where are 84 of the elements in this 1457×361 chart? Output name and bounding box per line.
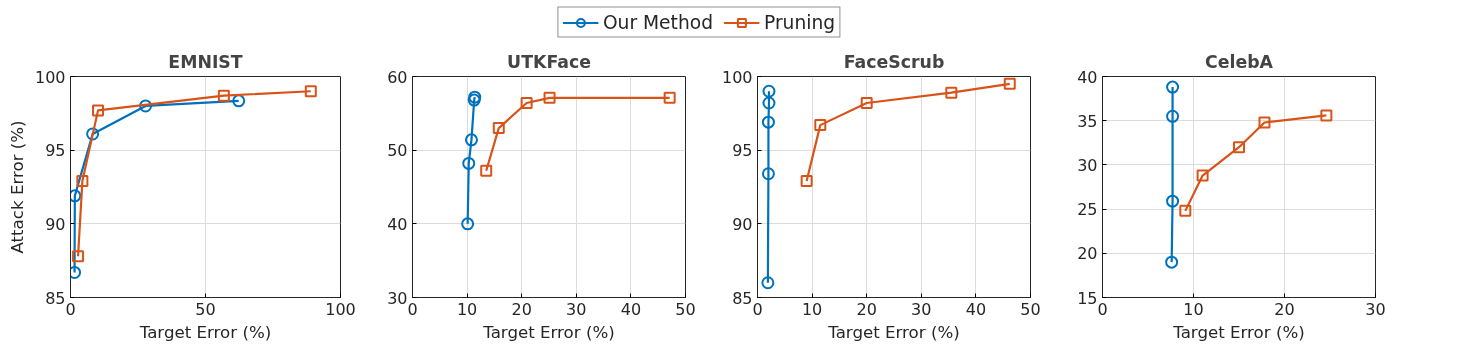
point bbox=[761, 115, 775, 129]
chart-title: FaceScrub bbox=[843, 51, 945, 72]
point bbox=[800, 175, 813, 188]
x-tick-label: 50 bbox=[675, 299, 696, 319]
point bbox=[1165, 255, 1179, 269]
y-tick-label: 95 bbox=[732, 141, 753, 161]
point bbox=[72, 250, 85, 263]
point bbox=[761, 276, 775, 290]
point bbox=[1166, 109, 1180, 123]
point bbox=[1003, 77, 1016, 90]
x-tick-label: 10 bbox=[801, 299, 823, 319]
x-tick-label: 10 bbox=[456, 299, 478, 319]
point bbox=[217, 89, 230, 102]
point bbox=[139, 99, 153, 113]
point bbox=[492, 122, 505, 135]
point bbox=[1179, 204, 1192, 217]
x-tick-label: 0 bbox=[65, 299, 76, 319]
y-tick-label: 35 bbox=[1077, 111, 1098, 131]
y-tick-label: 25 bbox=[1077, 200, 1098, 220]
y-axis-title: Attack Error (%) bbox=[7, 120, 27, 254]
chart-title: CelebA bbox=[1205, 51, 1274, 72]
point bbox=[232, 94, 246, 108]
point bbox=[461, 217, 475, 231]
x-tick-label: 40 bbox=[965, 299, 987, 319]
y-tick-label: 85 bbox=[732, 288, 753, 308]
y-tick-label: 40 bbox=[1077, 67, 1098, 87]
point bbox=[663, 91, 676, 104]
y-tick-label: 95 bbox=[45, 141, 66, 161]
point bbox=[762, 84, 776, 98]
legend-label: Our Method bbox=[602, 11, 713, 33]
y-tick-label: 60 bbox=[387, 67, 408, 87]
x-tick-label: 50 bbox=[1020, 299, 1041, 319]
point bbox=[1320, 109, 1333, 122]
point bbox=[814, 119, 827, 132]
x-tick-label: 10 bbox=[1183, 299, 1204, 319]
point bbox=[70, 189, 82, 203]
y-tick-label: 100 bbox=[34, 67, 66, 87]
x-tick-label: 100 bbox=[325, 299, 356, 319]
x-tick-label: 40 bbox=[620, 299, 642, 319]
point bbox=[1196, 169, 1209, 182]
y-tick-label: 90 bbox=[732, 214, 753, 234]
chart-title: EMNIST bbox=[168, 51, 243, 72]
y-tick-label: 50 bbox=[387, 141, 408, 161]
x-axis-title: Target Error (%) bbox=[1172, 322, 1305, 342]
point bbox=[1166, 80, 1180, 94]
x-axis-title: Target Error (%) bbox=[482, 322, 615, 342]
point bbox=[1258, 116, 1271, 129]
point bbox=[1233, 141, 1245, 154]
point bbox=[92, 104, 105, 117]
y-tick-label: 20 bbox=[1077, 244, 1098, 264]
point bbox=[304, 85, 317, 98]
y-tick-label: 30 bbox=[1077, 155, 1098, 175]
x-axis-title: Target Error (%) bbox=[138, 322, 272, 342]
y-tick-label: 40 bbox=[387, 214, 408, 234]
point bbox=[76, 175, 89, 188]
point bbox=[860, 97, 873, 110]
x-tick-label: 0 bbox=[752, 299, 763, 319]
x-tick-label: 20 bbox=[856, 299, 877, 319]
x-tick-label: 0 bbox=[407, 299, 418, 319]
point bbox=[480, 164, 493, 177]
point bbox=[945, 86, 958, 99]
x-tick-label: 20 bbox=[1274, 299, 1295, 319]
x-tick-label: 50 bbox=[195, 299, 216, 319]
x-tick-label: 0 bbox=[1097, 299, 1108, 319]
y-tick-label: 100 bbox=[721, 67, 753, 87]
y-tick-label: 85 bbox=[45, 288, 66, 308]
legend-label: Pruning bbox=[764, 11, 836, 33]
point bbox=[520, 97, 533, 110]
x-tick-label: 20 bbox=[511, 299, 532, 319]
point bbox=[1166, 194, 1180, 208]
point bbox=[464, 133, 478, 147]
chart-title: UTKFace bbox=[507, 51, 591, 72]
point bbox=[762, 96, 776, 110]
point bbox=[70, 265, 82, 279]
x-tick-label: 30 bbox=[566, 299, 587, 319]
y-tick-label: 15 bbox=[1077, 288, 1098, 308]
x-tick-label: 30 bbox=[1365, 299, 1386, 319]
point bbox=[761, 167, 775, 181]
point bbox=[543, 91, 556, 104]
x-axis-title: Target Error (%) bbox=[827, 322, 960, 342]
point bbox=[462, 156, 476, 170]
point bbox=[86, 127, 100, 141]
y-tick-label: 90 bbox=[45, 214, 66, 234]
x-tick-label: 30 bbox=[911, 299, 932, 319]
